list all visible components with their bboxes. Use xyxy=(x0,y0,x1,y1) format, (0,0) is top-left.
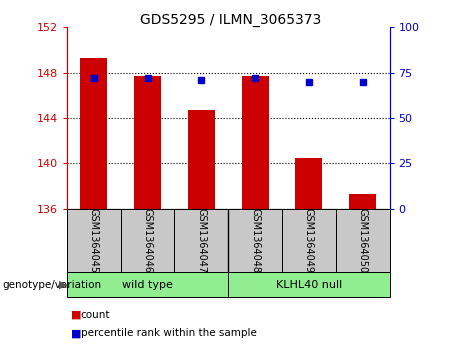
Bar xyxy=(282,209,336,272)
Bar xyxy=(349,194,376,209)
Text: GSM1364046: GSM1364046 xyxy=(142,208,153,273)
Text: ▶: ▶ xyxy=(59,280,67,290)
Text: KLHL40 null: KLHL40 null xyxy=(276,280,342,290)
Text: GSM1364048: GSM1364048 xyxy=(250,208,260,273)
Bar xyxy=(67,272,228,297)
Text: percentile rank within the sample: percentile rank within the sample xyxy=(81,328,257,338)
Bar xyxy=(228,272,390,297)
Bar xyxy=(134,76,161,209)
Text: wild type: wild type xyxy=(122,280,173,290)
Text: GDS5295 / ILMN_3065373: GDS5295 / ILMN_3065373 xyxy=(140,13,321,27)
Text: GSM1364047: GSM1364047 xyxy=(196,208,207,273)
Text: count: count xyxy=(81,310,110,320)
Bar xyxy=(188,110,215,209)
Bar xyxy=(174,209,228,272)
Text: ■: ■ xyxy=(71,328,82,338)
Bar xyxy=(296,158,322,209)
Bar xyxy=(242,76,268,209)
Bar xyxy=(121,209,174,272)
Text: genotype/variation: genotype/variation xyxy=(2,280,101,290)
Bar xyxy=(67,209,121,272)
Bar xyxy=(336,209,390,272)
Bar xyxy=(80,58,107,209)
Text: GSM1364050: GSM1364050 xyxy=(358,208,368,273)
Text: GSM1364045: GSM1364045 xyxy=(89,208,99,273)
Text: ■: ■ xyxy=(71,310,82,320)
Text: GSM1364049: GSM1364049 xyxy=(304,208,314,273)
Bar xyxy=(228,209,282,272)
